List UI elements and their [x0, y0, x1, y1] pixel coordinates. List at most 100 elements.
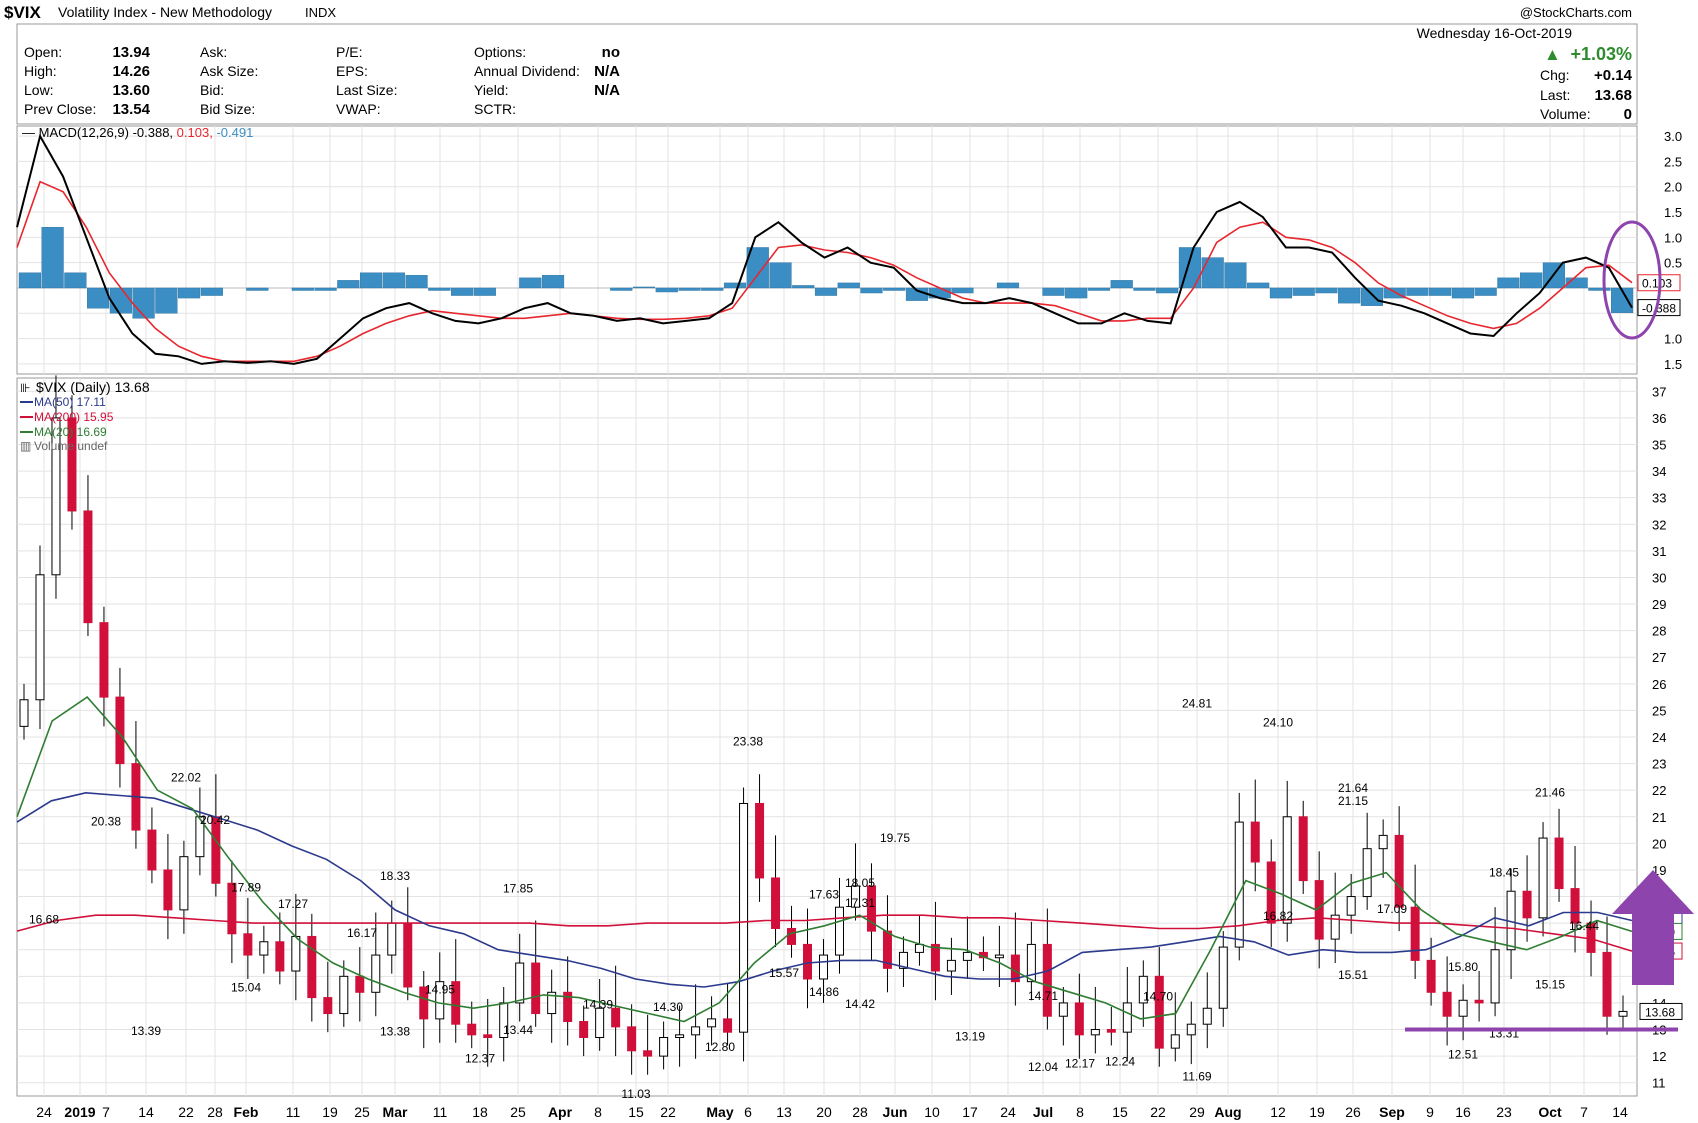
- candle-body: [1426, 959, 1436, 993]
- volume-value: 0: [1624, 106, 1632, 123]
- macd-line: [16, 133, 1633, 365]
- price-annotation-label: 21.64: [1338, 781, 1368, 795]
- candle-body: [930, 943, 940, 972]
- price-annotation-label: 12.51: [1448, 1048, 1478, 1062]
- macd-histogram-bar: [701, 287, 724, 291]
- macd-histogram-bar: [1360, 287, 1383, 306]
- macd-histogram-bar: [1611, 287, 1634, 314]
- quote-label: SCTR:: [474, 101, 516, 117]
- quote-label: Ask Size:: [200, 63, 258, 79]
- candle-body: [1026, 943, 1036, 983]
- macd-histogram-bar: [1474, 287, 1497, 296]
- macd-histogram-bar: [1042, 287, 1065, 296]
- candle-body: [1362, 848, 1372, 898]
- macd-histogram-bar: [1110, 280, 1133, 289]
- macd-y-tick-label: 1.5: [1664, 205, 1682, 220]
- candle-body: [323, 997, 333, 1015]
- macd-histogram-bar: [200, 287, 223, 296]
- price-y-tick-label: 24: [1652, 730, 1666, 745]
- candle-body: [1058, 1002, 1068, 1017]
- price-y-tick-label: 28: [1652, 624, 1666, 639]
- quote-value: 13.94: [112, 44, 150, 61]
- price-annotation-label: 14.42: [845, 997, 875, 1011]
- candle-body: [691, 1026, 701, 1036]
- price-annotation-label: 15.57: [769, 966, 799, 980]
- candle-body: [531, 962, 541, 1015]
- candle-body: [1090, 1029, 1100, 1036]
- macd-histogram-bar: [428, 287, 451, 291]
- signal-value-label: 0.103: [1642, 277, 1672, 291]
- quote-value: 13.60: [112, 82, 150, 99]
- x-tick-label: 12: [1270, 1104, 1286, 1120]
- macd-histogram-bar: [473, 287, 496, 296]
- x-tick-label: 2019: [64, 1104, 95, 1120]
- candle-body: [1250, 821, 1260, 863]
- price-annotation-label: 17.89: [231, 880, 261, 894]
- x-tick-label: 11: [286, 1104, 301, 1120]
- price-y-tick-label: 25: [1652, 703, 1666, 718]
- source-credit: @StockCharts.com: [1520, 5, 1632, 20]
- x-tick-label: 24: [36, 1104, 52, 1120]
- macd-histogram-bar: [41, 227, 64, 289]
- x-tick-label: Jul: [1033, 1104, 1053, 1120]
- price-annotation-label: 21.46: [1535, 786, 1565, 800]
- price-annotation-label: 16.68: [29, 913, 59, 927]
- price-annotation-label: 13.44: [503, 1023, 533, 1037]
- quote-label: Last Size:: [336, 82, 397, 98]
- price-annotation-label: 20.42: [200, 813, 230, 827]
- macd-histogram-bar: [746, 247, 769, 289]
- macd-histogram-bar: [450, 287, 474, 296]
- price-annotation-label: 15.80: [1448, 960, 1478, 974]
- candle-body: [451, 981, 461, 1025]
- chg-label: Chg:: [1540, 67, 1570, 83]
- candle-body: [1602, 951, 1612, 1017]
- macd-histogram-bar: [64, 272, 87, 289]
- candle-body: [51, 417, 61, 576]
- quote-label: High:: [24, 63, 57, 79]
- candle-body: [787, 927, 797, 945]
- candle-body: [1042, 943, 1052, 1017]
- price-annotation-label: 20.38: [91, 814, 121, 828]
- candle-body: [1394, 834, 1404, 908]
- volume-label: Volume:: [1540, 106, 1591, 122]
- price-annotation-label: 24.81: [1182, 696, 1212, 710]
- macd-histogram-bar: [814, 287, 838, 296]
- candle-body: [834, 906, 844, 956]
- candle-body: [1458, 999, 1468, 1017]
- price-annotation-label: 11.69: [1182, 1069, 1211, 1083]
- legend-ma20: MA(20) 16.69: [34, 425, 107, 439]
- candle-body: [1074, 1002, 1084, 1036]
- macd-y-tick-label: 1.0: [1664, 332, 1682, 347]
- price-y-tick-label: 20: [1652, 836, 1666, 851]
- price-y-tick-label: 21: [1652, 810, 1666, 825]
- x-tick-label: 28: [207, 1104, 223, 1120]
- x-tick-label: 22: [1150, 1104, 1166, 1120]
- candle-body: [403, 922, 413, 988]
- macd-histogram-bar: [610, 287, 633, 291]
- price-annotation-label: 17.09: [1377, 902, 1407, 916]
- macd-histogram-bar: [883, 287, 906, 291]
- macd-histogram-bar: [655, 287, 678, 293]
- x-tick-label: 14: [1612, 1104, 1628, 1120]
- macd-histogram-bar: [1065, 287, 1088, 299]
- macd-histogram-bar: [1247, 282, 1270, 289]
- price-annotation-label: 24.10: [1263, 715, 1293, 729]
- candle-body: [275, 941, 285, 972]
- candle-body: [243, 933, 253, 956]
- exchange: INDX: [305, 5, 336, 20]
- quote-label: Options:: [474, 44, 526, 60]
- chart-date: Wednesday 16-Oct-2019: [1417, 25, 1573, 41]
- quote-label: Ask:: [200, 44, 227, 60]
- macd-histogram-bar: [405, 275, 428, 289]
- macd-histogram-bar: [1201, 257, 1224, 289]
- x-tick-label: Apr: [548, 1104, 573, 1120]
- price-annotation-label: 12.24: [1105, 1055, 1135, 1069]
- candle-icon: ⊪: [20, 381, 30, 395]
- macd-histogram-bar: [382, 272, 405, 289]
- macd-histogram-bar: [1269, 287, 1293, 299]
- change-percent: +1.03%: [1570, 44, 1632, 64]
- candle-body: [339, 975, 349, 1015]
- quote-label: Bid Size:: [200, 101, 255, 117]
- macd-histogram-bar: [1292, 287, 1315, 296]
- ma20-line: [16, 696, 1633, 1023]
